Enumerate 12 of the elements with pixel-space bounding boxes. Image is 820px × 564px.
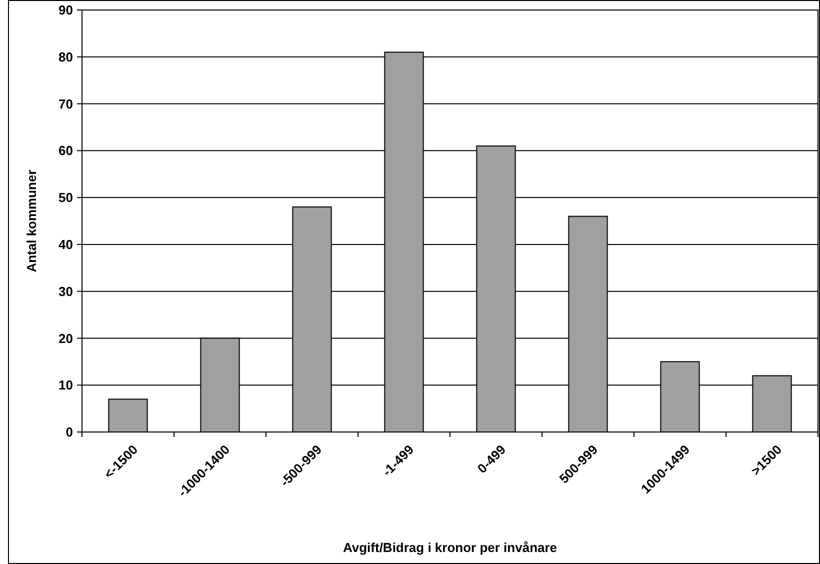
- x-axis-title: Avgift/Bidrag i kronor per invånare: [342, 540, 558, 555]
- y-tick-label: 20: [58, 330, 73, 346]
- y-axis-title: Antal kommuner: [24, 170, 39, 272]
- y-tick-label: 80: [58, 49, 73, 64]
- y-tick-label: 10: [58, 378, 73, 393]
- y-tick-label: 90: [58, 2, 73, 18]
- y-tick-label: 40: [58, 236, 73, 252]
- y-tick-label: 0: [66, 424, 73, 440]
- y-tick-label: 70: [58, 96, 73, 112]
- y-tick-label: 50: [58, 190, 73, 206]
- y-tick-label: 30: [58, 284, 73, 299]
- y-tick-label: 60: [58, 143, 73, 158]
